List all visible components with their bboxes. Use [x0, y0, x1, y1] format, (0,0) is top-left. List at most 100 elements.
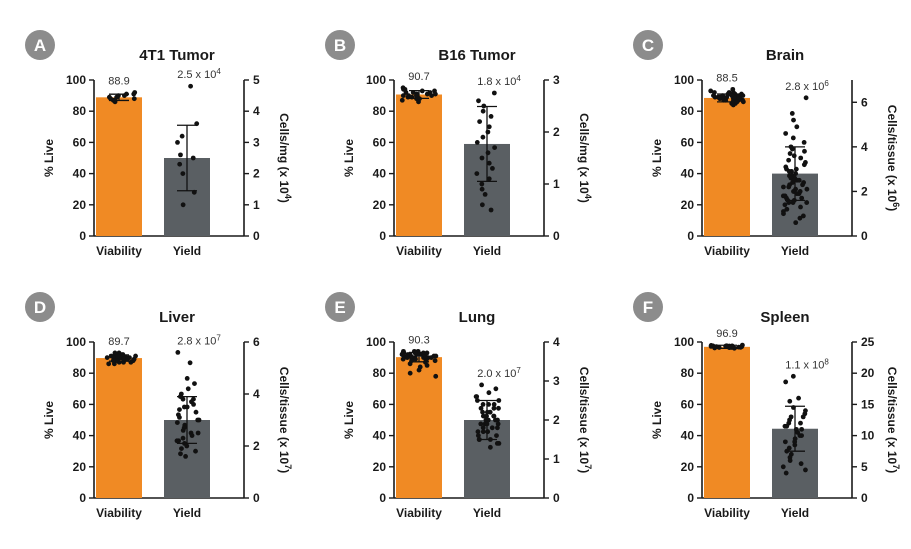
viability-point: [730, 87, 735, 92]
yield-point: [792, 153, 797, 158]
left-axis-tick-label: 60: [373, 397, 387, 411]
viability-point: [723, 98, 728, 103]
yield-point: [474, 171, 479, 176]
yield-point: [490, 425, 495, 430]
yield-point: [180, 134, 185, 139]
panel-badge-letter: D: [34, 298, 46, 317]
yield-point: [481, 104, 486, 109]
yield-point: [193, 449, 198, 454]
viability-point: [433, 358, 438, 363]
category-label-viability: Viability: [704, 506, 750, 520]
viability-point: [428, 90, 433, 95]
viability-point: [434, 354, 439, 359]
yield-point: [801, 414, 806, 419]
panel-badge-letter: E: [334, 298, 345, 317]
yield-point: [486, 390, 491, 395]
yield-point: [783, 439, 788, 444]
yield-point: [181, 428, 186, 433]
yield-point: [799, 427, 804, 432]
viability-point: [116, 93, 121, 98]
yield-point: [197, 418, 202, 423]
yield-point: [479, 383, 484, 388]
yield-point: [180, 171, 185, 176]
viability-bar: [96, 358, 142, 498]
yield-point: [192, 190, 197, 195]
viability-bar: [704, 98, 750, 236]
yield-point: [177, 162, 182, 167]
yield-point: [481, 135, 486, 140]
yield-point: [791, 136, 796, 141]
yield-point: [477, 437, 482, 442]
yield-value-label-base: 1.1 x 10: [785, 359, 824, 371]
yield-point: [487, 161, 492, 166]
viability-point: [429, 355, 434, 360]
viability-bar: [704, 347, 750, 498]
right-axis-label-text: Cells/mg (x 10: [277, 113, 291, 194]
yield-point: [175, 350, 180, 355]
left-axis-label: % Live: [650, 401, 664, 439]
right-axis-tick-label: 4: [553, 335, 560, 349]
right-axis-tick-label: 2: [553, 125, 560, 139]
left-axis-tick-label: 80: [73, 366, 87, 380]
yield-value-label-exponent: 4: [216, 67, 221, 76]
left-axis-tick-label: 0: [687, 229, 694, 243]
viability-point: [433, 374, 438, 379]
yield-point: [798, 189, 803, 194]
yield-point: [783, 202, 788, 207]
viability-point: [121, 357, 126, 362]
yield-point: [480, 156, 485, 161]
yield-value-label-base: 2.0 x 10: [477, 368, 516, 380]
category-label-yield: Yield: [781, 506, 809, 520]
right-axis-label-close: ): [277, 199, 291, 203]
yield-point: [800, 182, 805, 187]
yield-point: [798, 421, 803, 426]
viability-point: [735, 99, 740, 104]
yield-point: [488, 445, 493, 450]
yield-point: [490, 166, 495, 171]
yield-point: [781, 211, 786, 216]
yield-point: [190, 433, 195, 438]
yield-point: [784, 424, 789, 429]
yield-point: [798, 216, 803, 221]
yield-point: [492, 414, 497, 419]
right-axis-label-close: ): [277, 469, 291, 473]
yield-point: [487, 176, 492, 181]
right-axis-tick-label: 10: [861, 429, 875, 443]
yield-point: [791, 200, 796, 205]
viability-point: [401, 357, 406, 362]
right-axis-tick-label: 2: [253, 439, 260, 453]
yield-point: [794, 167, 799, 172]
yield-value-label: 2.8 x 107: [177, 333, 221, 348]
panel-badge-letter: F: [643, 298, 653, 317]
viability-point: [112, 98, 117, 103]
viability-value-label: 96.9: [716, 328, 737, 340]
right-axis-tick-label: 1: [553, 452, 560, 466]
panel-C: CBrain020406080100% Live0246Cells/tissue…: [633, 30, 901, 258]
yield-point: [793, 220, 798, 225]
yield-point: [788, 151, 793, 156]
right-axis-tick-label: 3: [553, 73, 560, 87]
right-axis-label: Cells/mg (x 104): [577, 113, 593, 203]
yield-point: [797, 178, 802, 183]
right-axis-tick-label: 20: [861, 366, 875, 380]
viability-point: [111, 358, 116, 363]
yield-value-label: 2.8 x 106: [785, 78, 829, 93]
yield-point: [792, 439, 797, 444]
panel-title: Lung: [459, 309, 496, 326]
right-axis-label: Cells/tissue (x 107): [577, 367, 593, 473]
right-axis-tick-label: 0: [553, 229, 560, 243]
yield-point: [485, 422, 490, 427]
category-label-yield: Yield: [473, 506, 501, 520]
left-axis-tick-label: 0: [79, 229, 86, 243]
viability-point: [133, 354, 138, 359]
left-axis-tick-label: 60: [373, 135, 387, 149]
yield-point: [191, 156, 196, 161]
panel-B: BB16 Tumor020406080100% Live0123Cells/mg…: [325, 30, 593, 258]
yield-point: [492, 145, 497, 150]
panel-badge-letter: C: [642, 36, 654, 55]
right-axis-tick-label: 0: [861, 491, 868, 505]
yield-value-label-exponent: 7: [216, 333, 221, 342]
right-axis-tick-label: 0: [253, 229, 260, 243]
right-axis-label-close: ): [885, 469, 899, 473]
viability-point: [408, 371, 413, 376]
